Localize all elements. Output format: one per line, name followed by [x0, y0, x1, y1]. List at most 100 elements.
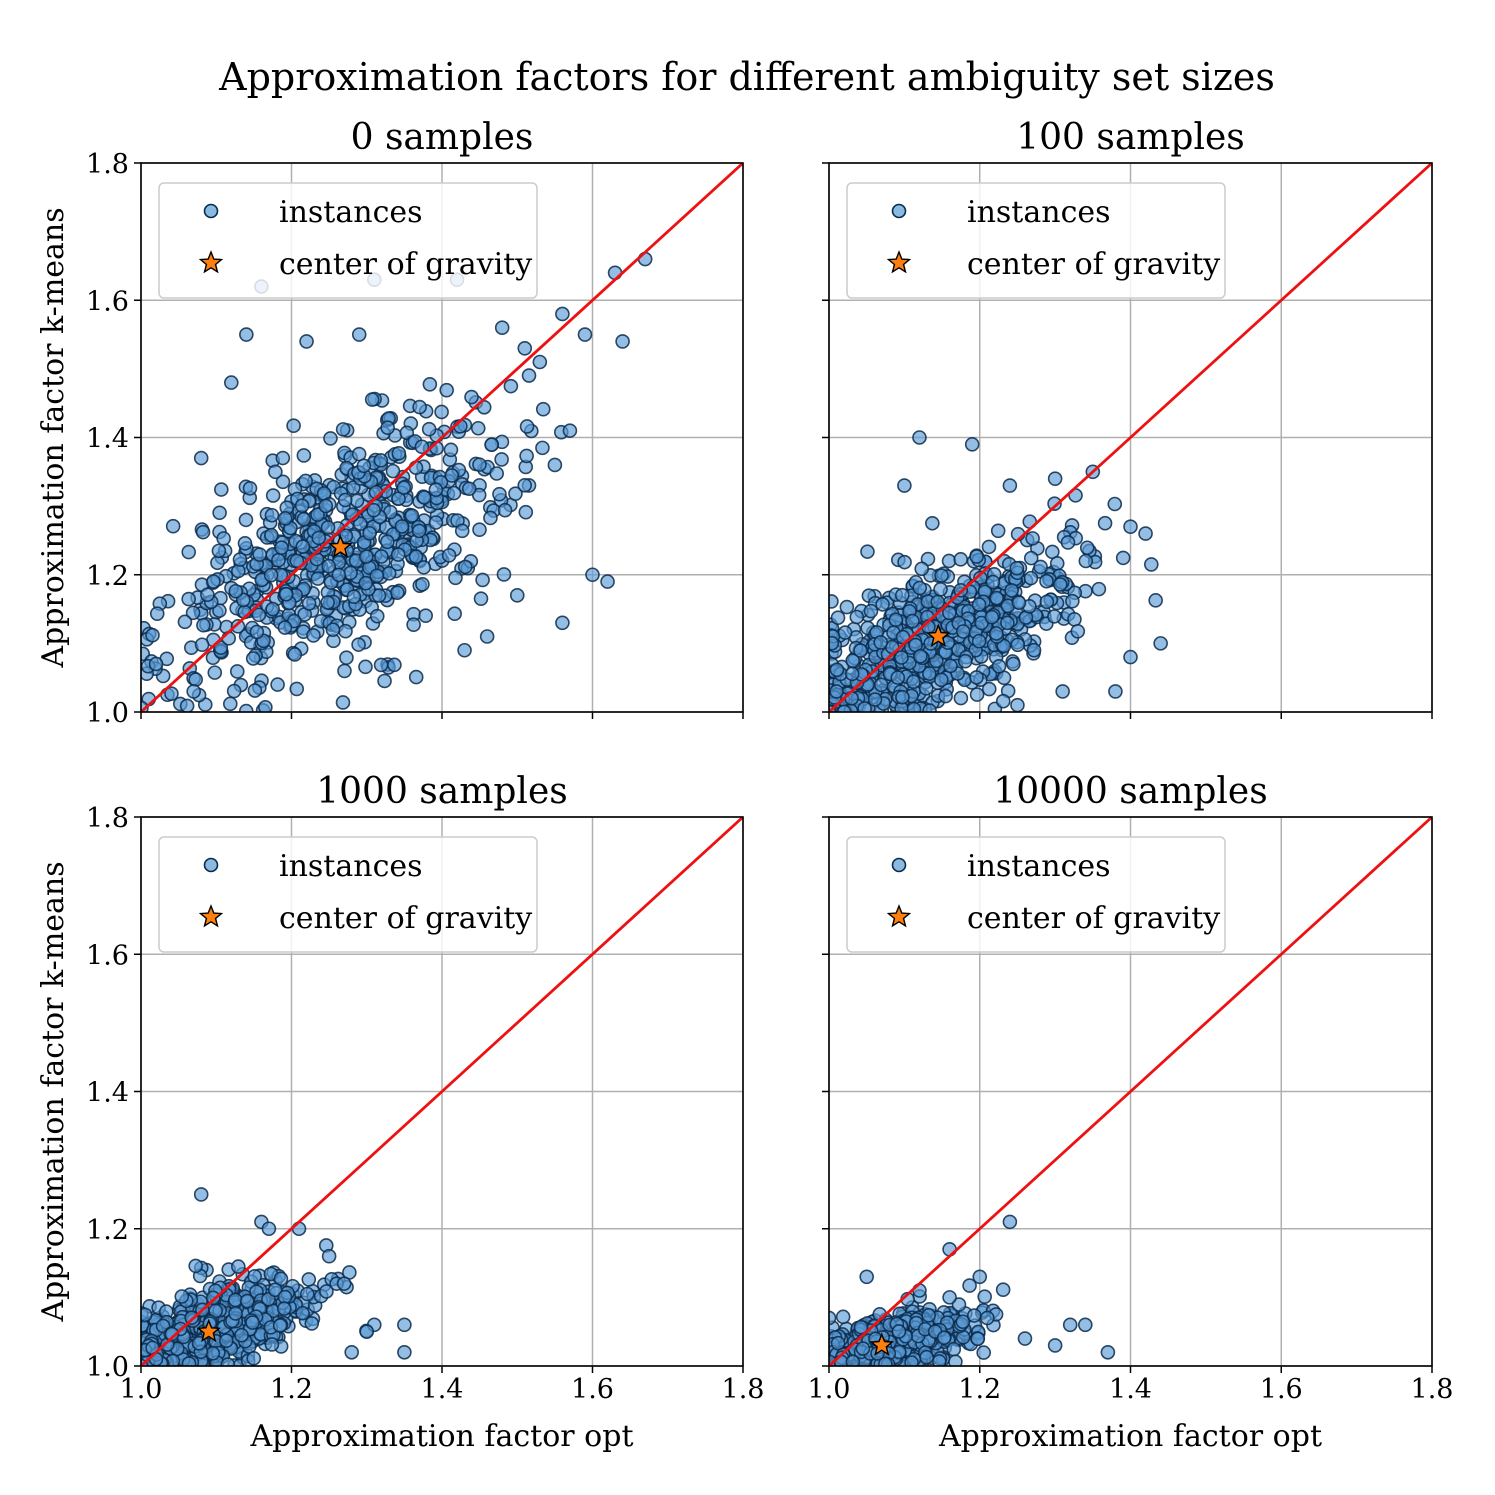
instance-point	[434, 404, 449, 420]
panel-3: 1.0 1.2 1.4 1.6 1.8 1.0 1.2 1.4 1.6 1.8 instances c…	[36, 771, 764, 1454]
x-tick-label: 1.0	[120, 1374, 163, 1405]
instance-point	[1062, 1317, 1078, 1333]
instance-point	[1039, 594, 1055, 610]
diagonal-line	[829, 163, 1432, 712]
instance-point	[276, 1301, 292, 1316]
plot-frame	[828, 816, 1433, 1367]
instance-point	[359, 549, 374, 564]
instance-point	[446, 485, 462, 501]
x-tick-label: 1.8	[1411, 1374, 1454, 1405]
instance-point	[1148, 593, 1163, 608]
instance-point	[496, 567, 512, 582]
instance-point	[1000, 615, 1015, 631]
legend-center-marker	[198, 250, 224, 274]
instance-point	[857, 701, 872, 712]
instance-point	[1025, 531, 1040, 546]
instance-point	[1055, 684, 1070, 699]
instance-point	[226, 683, 242, 699]
instance-point	[321, 1248, 337, 1264]
instance-point	[853, 1319, 869, 1335]
instance-point	[258, 700, 273, 712]
instance-point	[1065, 593, 1080, 609]
y-tick-label: 1.8	[86, 149, 129, 180]
instance-point	[906, 701, 922, 712]
instance-point	[497, 502, 513, 518]
instance-point	[1097, 515, 1113, 531]
instance-point	[484, 437, 499, 453]
y-tick-label: 1.6	[86, 940, 129, 971]
instance-point	[1138, 526, 1153, 541]
instance-point	[1023, 550, 1039, 566]
instance-point	[941, 553, 957, 569]
instance-point	[351, 637, 366, 652]
panel-title: 10000 samples	[993, 771, 1267, 812]
y-axis-label: Approximation factor k-means	[36, 207, 71, 668]
instance-point	[494, 452, 509, 467]
instance-point	[976, 1345, 992, 1360]
instance-point	[319, 1284, 334, 1299]
instance-point	[930, 594, 946, 610]
instance-point	[212, 603, 227, 618]
legend-center-label: center of gravity	[967, 901, 1220, 936]
panel-4: 1.0 1.2 1.4 1.6 1.8 instances center of gravit…	[808, 771, 1454, 1454]
instance-point	[517, 477, 533, 493]
instance-point	[418, 608, 434, 623]
instance-point	[211, 543, 227, 559]
instance-point	[149, 606, 165, 621]
instance-point	[374, 549, 389, 564]
instance-point	[1078, 553, 1094, 569]
instance-point	[359, 1324, 375, 1339]
legend-box	[846, 182, 1226, 299]
instance-point	[989, 626, 1004, 641]
instance-point	[457, 559, 473, 575]
instance-point	[849, 609, 865, 625]
instance-point	[337, 663, 352, 679]
instance-point	[1153, 636, 1168, 651]
instance-point	[301, 596, 317, 611]
instance-point	[873, 635, 889, 650]
instance-point	[830, 1335, 846, 1351]
instance-point	[224, 375, 239, 390]
instance-point	[934, 672, 949, 688]
instance-point	[335, 695, 351, 710]
instance-point	[972, 1269, 988, 1285]
instance-point	[411, 523, 427, 539]
instance-point	[472, 522, 487, 537]
legend-box	[158, 836, 538, 953]
center-of-gravity-star	[328, 534, 353, 558]
instance-point	[268, 464, 283, 480]
instance-point	[422, 376, 438, 392]
instance-point	[270, 677, 285, 692]
instance-point	[188, 672, 203, 687]
instance-point	[275, 474, 291, 490]
instance-point	[1002, 478, 1018, 493]
instance-point	[441, 548, 457, 563]
instance-point	[943, 658, 958, 674]
instance-point	[380, 420, 395, 435]
instance-point	[895, 689, 910, 705]
instance-point	[239, 327, 254, 342]
center-of-gravity-star	[869, 1332, 895, 1356]
instance-point	[962, 1278, 977, 1293]
instance-point	[186, 684, 201, 699]
instance-point	[336, 1276, 352, 1291]
diagonal-line	[141, 817, 743, 1366]
instance-point	[397, 1344, 412, 1360]
instance-point	[863, 603, 879, 619]
instance-point	[387, 657, 402, 673]
instance-point	[246, 1351, 262, 1366]
instance-point	[977, 1289, 992, 1305]
instance-point	[957, 653, 973, 669]
instance-point	[875, 597, 890, 612]
instance-point	[193, 1187, 209, 1202]
instance-point	[979, 1310, 995, 1326]
instance-point	[404, 508, 420, 523]
instance-point	[839, 599, 855, 615]
instance-point	[310, 507, 325, 522]
instance-point	[953, 690, 969, 706]
instance-point	[377, 673, 392, 689]
center-of-gravity-star	[926, 623, 951, 647]
x-tick-label: 1.4	[1109, 1374, 1152, 1405]
instance-point	[897, 554, 912, 570]
instance-point	[989, 590, 1004, 606]
